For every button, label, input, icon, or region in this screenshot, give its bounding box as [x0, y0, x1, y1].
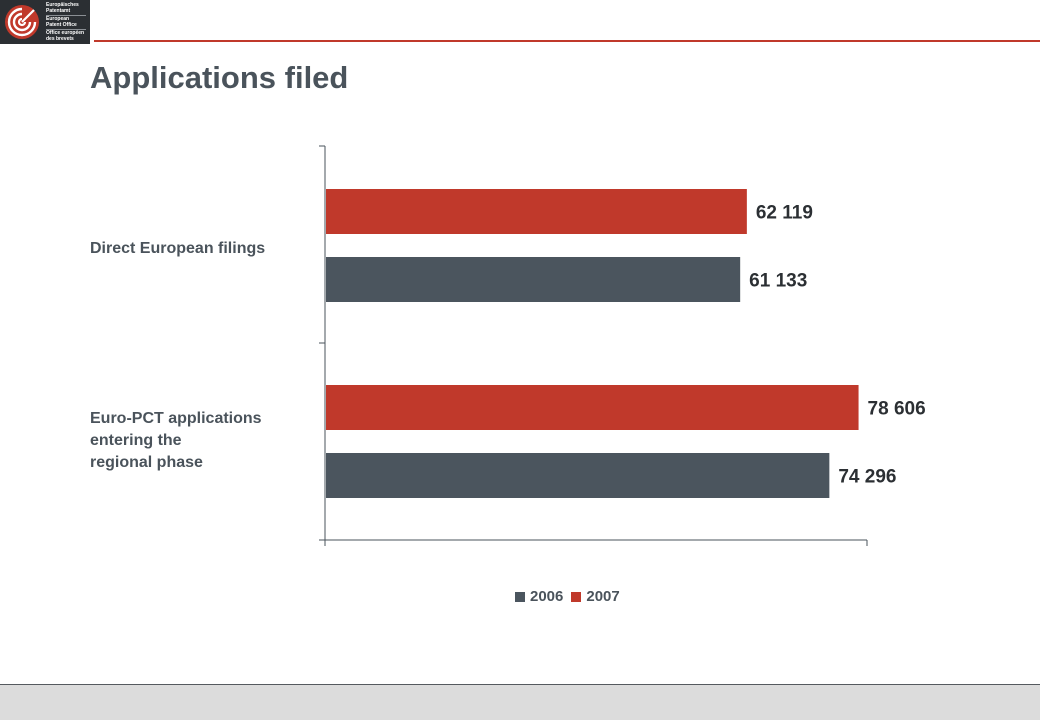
legend-item-2007: 2007 [571, 588, 620, 605]
data-label-2007-1: 78 606 [868, 399, 926, 420]
bar-2006-1 [326, 453, 830, 498]
category-label-line: entering the [90, 432, 182, 449]
category-label-line: Euro-PCT applications [90, 410, 262, 427]
logo-line: European [46, 16, 70, 23]
category-label-euro-pct: Euro-PCT applications entering the regio… [90, 408, 262, 474]
bar-2007-1 [326, 385, 859, 430]
legend-item-2006: 2006 [515, 588, 563, 605]
logo-line: des brevets [46, 35, 74, 42]
data-label-2006-0: 61 133 [749, 271, 807, 292]
legend-swatch-2007 [571, 591, 582, 602]
legend-label-2006: 2006 [530, 588, 564, 605]
header-rule [94, 40, 1040, 42]
logo-line: Europäisches [46, 2, 79, 8]
epo-logo: Europäisches Patentamt European Patent O… [0, 0, 90, 44]
bar-2006-0 [326, 257, 741, 302]
category-label-line: Direct European filings [90, 240, 266, 257]
epo-logo-icon [5, 5, 39, 39]
legend: 2006 2007 [515, 588, 628, 605]
data-label-2006-1: 74 296 [838, 467, 896, 488]
logo-text: Europäisches Patentamt European Patent O… [46, 2, 90, 43]
page-title: Applications filed [90, 60, 349, 95]
legend-swatch-2006 [515, 591, 525, 602]
category-label-line: regional phase [90, 454, 203, 471]
logo-line: Patent Office [46, 21, 77, 28]
logo-line: Patentamt [46, 7, 71, 14]
footer-bar [0, 684, 1040, 720]
bar-2007-0 [326, 189, 747, 234]
data-label-2007-0: 62 119 [756, 203, 813, 224]
category-label-direct: Direct European filings [90, 238, 265, 260]
legend-label-2007: 2007 [586, 588, 620, 605]
logo-line: Office européen [46, 30, 85, 37]
